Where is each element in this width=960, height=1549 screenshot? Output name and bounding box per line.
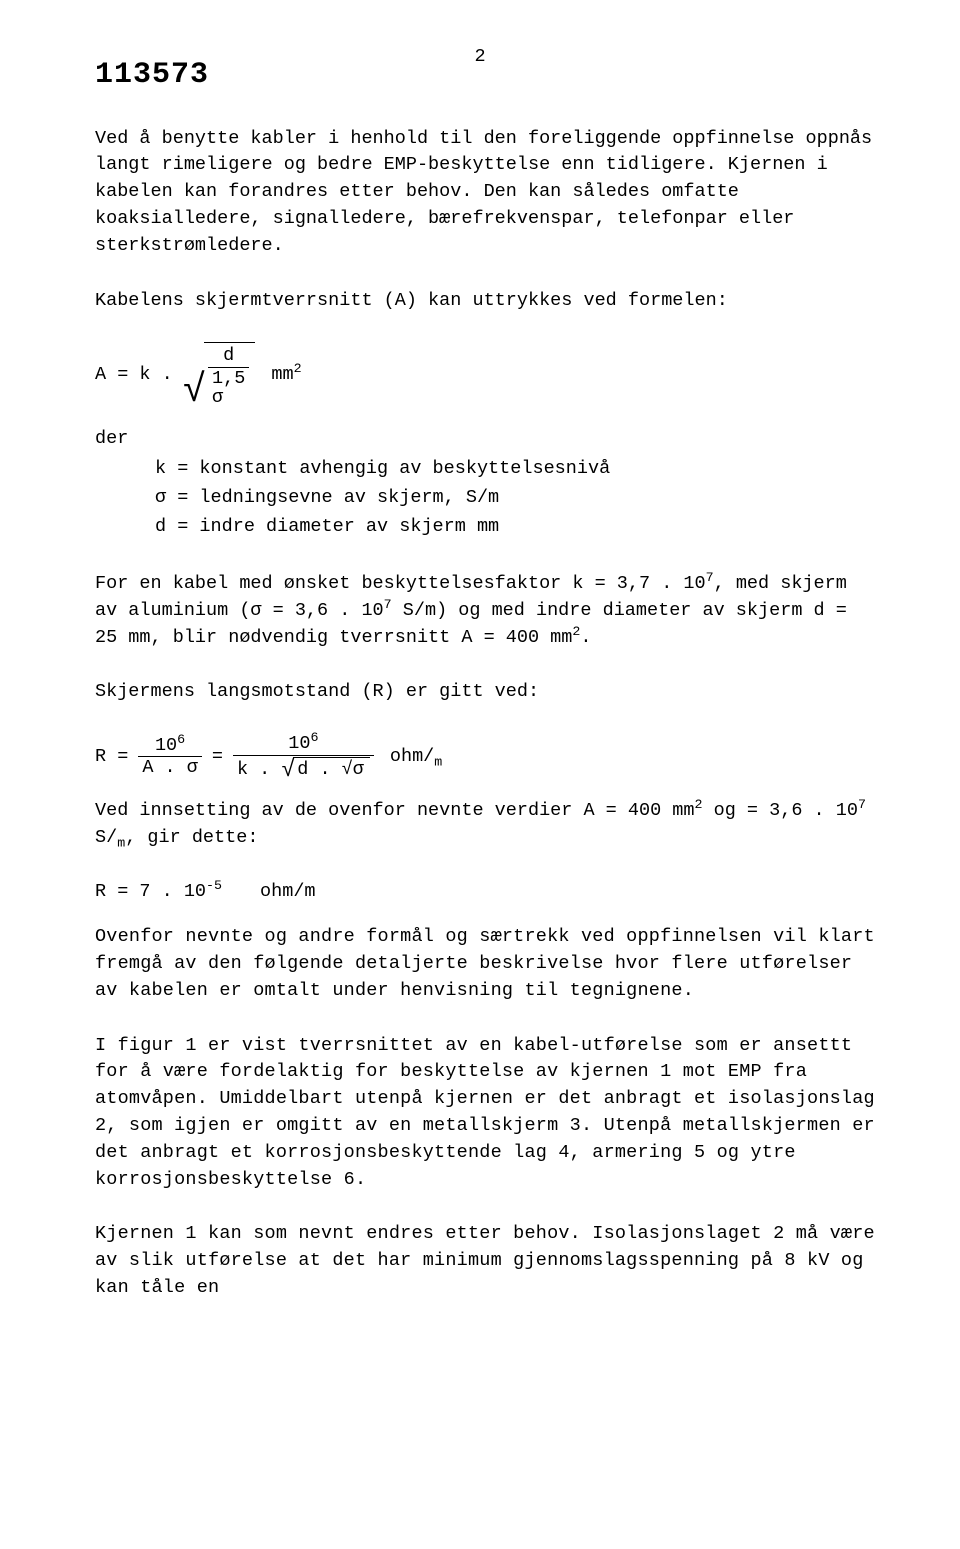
equation-area-A: A = k . √ d 1,5 σ mm2: [95, 342, 875, 407]
eq2-lhs: R =: [95, 744, 128, 771]
p5-part-b: og = 3,6 . 10: [703, 800, 858, 821]
eq1-unit-base: mm: [271, 364, 293, 385]
eq2-rad-b: √σ: [342, 760, 364, 779]
paragraph-formula-intro: Kabelens skjermtverrsnitt (A) kan uttryk…: [95, 288, 875, 315]
eq2-f1-den: A . σ: [138, 756, 202, 777]
p5-part-a: Ved innsetting av de ovenfor nevnte verd…: [95, 800, 695, 821]
equation-resistance-R: R = 106 A . σ = 106 k . √ d . √σ: [95, 734, 875, 780]
paragraph-example-calc: For en kabel med ønsket beskyttelsesfakt…: [95, 571, 875, 651]
p5-sup-b: 7: [858, 797, 866, 812]
eq2-unit-sub: m: [434, 754, 442, 769]
p5-sup-a: 2: [695, 797, 703, 812]
p3-part-a: For en kabel med ønsket beskyttelsesfakt…: [95, 573, 706, 594]
paragraph-R-intro: Skjermens langsmotstand (R) er gitt ved:: [95, 679, 875, 706]
eq3-unit: ohm/m: [260, 879, 316, 906]
equation-R-value: R = 7 . 10-5 ohm/m: [95, 879, 875, 906]
eq1-num: d: [219, 346, 238, 366]
paragraph-intro: Ved å benytte kabler i henhold til den f…: [95, 126, 875, 260]
radical-sign-icon: √: [281, 759, 295, 782]
eq3-lhs: R = 7 . 10: [95, 881, 206, 902]
eq1-fraction: d 1,5 σ: [208, 346, 249, 407]
paragraph-substitution: Ved innsetting av de ovenfor nevnte verd…: [95, 798, 875, 852]
eq2-frac2: 106 k . √ d . √σ: [233, 734, 374, 780]
p3-part-d: .: [580, 627, 591, 648]
p3-sup-a: 7: [706, 570, 714, 585]
paragraph-figure-1: I figur 1 er vist tverrsnittet av en kab…: [95, 1033, 875, 1194]
paragraph-core-insulation: Kjernen 1 kan som nevnt endres etter beh…: [95, 1221, 875, 1301]
p3-sup-b: 7: [384, 597, 392, 612]
eq1-den-b: σ: [212, 387, 223, 408]
eq2-radical: √ d . √σ: [281, 757, 370, 780]
eq3-sup: -5: [206, 878, 222, 893]
paragraph-reference-drawings: Ovenfor nevnte og andre formål og særtre…: [95, 924, 875, 1004]
p5-part-c: S/: [95, 827, 117, 848]
eq2-frac1: 106 A . σ: [138, 736, 202, 778]
def-d: d = indre diameter av skjerm mm: [155, 514, 875, 541]
eq1-unit-sup: 2: [294, 360, 302, 375]
document-page: 2 113573 Ved å benytte kabler i henhold …: [0, 0, 960, 1549]
radical-sign-icon: √: [183, 372, 206, 411]
eq2-rad-a: d .: [297, 760, 330, 779]
eq2-f2-den-pre: k .: [237, 759, 270, 780]
eq1-radical: √ d 1,5 σ: [183, 342, 256, 407]
eq2-f1-num-sup: 6: [177, 732, 185, 747]
definitions-block: der k = konstant avhengig av beskyttelse…: [95, 426, 875, 541]
page-number: 2: [0, 44, 960, 71]
eq2-f1-num: 10: [155, 735, 177, 756]
eq1-den-a: 1,5: [212, 368, 245, 389]
eq2-f2-num: 10: [288, 733, 310, 754]
def-k: k = konstant avhengig av beskyttelsesniv…: [155, 456, 875, 483]
eq2-f2-num-sup: 6: [311, 730, 319, 745]
def-sigma: σ = ledningsevne av skjerm, S/m: [155, 485, 875, 512]
eq1-unit: mm2: [271, 362, 301, 389]
p5-part-d: , gir dette:: [125, 827, 258, 848]
eq1-lhs: A = k .: [95, 362, 173, 389]
eq2-mid: =: [212, 744, 223, 771]
eq2-unit-top: ohm/: [390, 746, 434, 767]
eq2-unit: ohm/m: [390, 744, 442, 771]
der-label: der: [95, 426, 875, 453]
